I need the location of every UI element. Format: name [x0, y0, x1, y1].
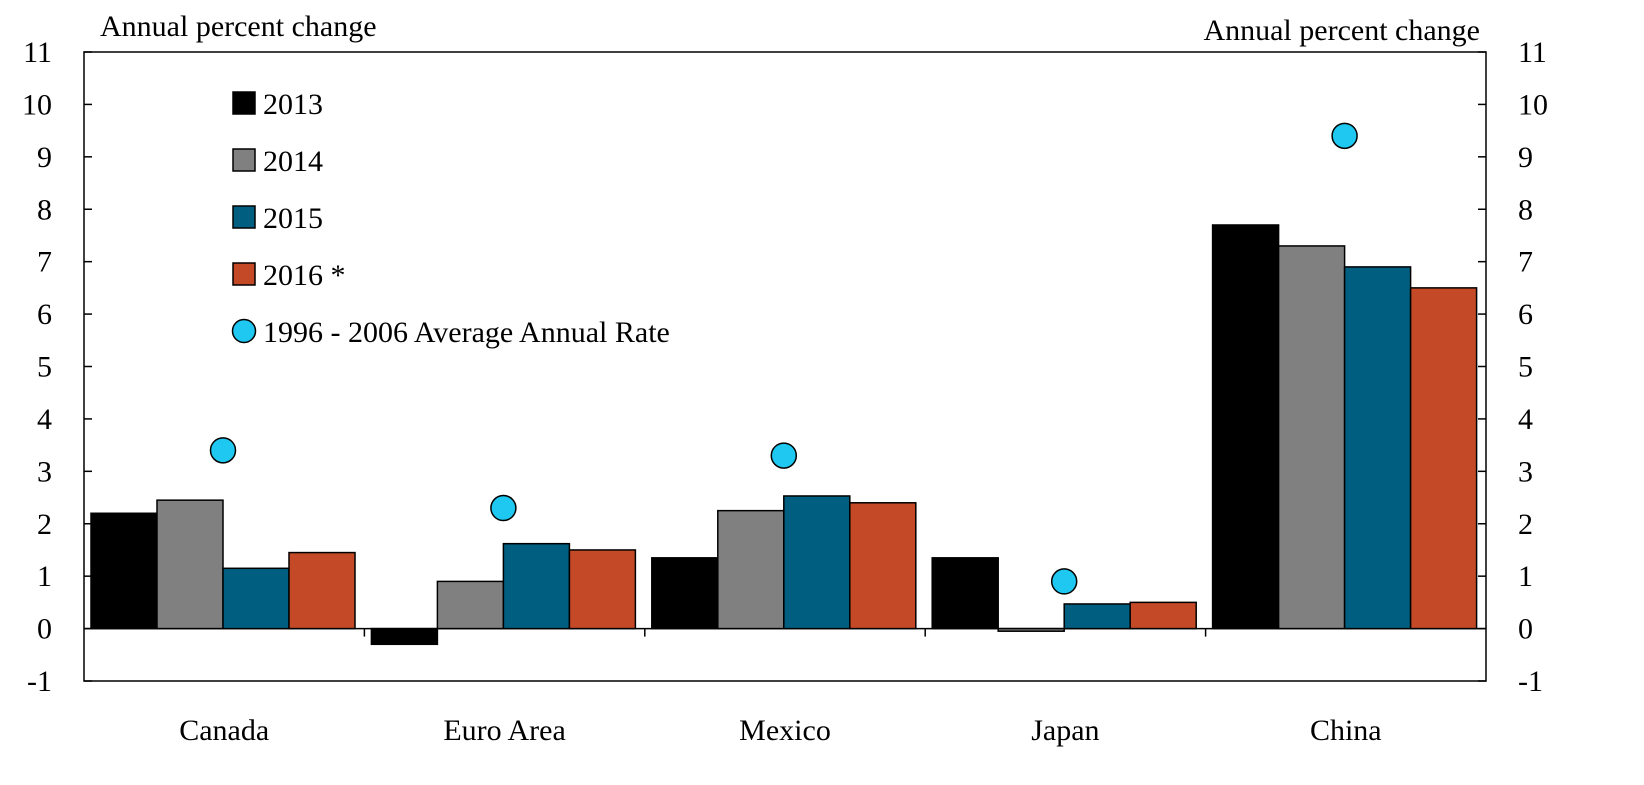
y-tick-label-right: 2	[1518, 508, 1533, 541]
y-tick-label-left: -1	[27, 665, 52, 698]
y-tick-label-left: 6	[37, 298, 52, 331]
y-tick-label-right: 5	[1518, 351, 1533, 384]
bar	[1343, 266, 1412, 630]
legend-swatch	[232, 262, 256, 286]
average-rate-marker	[770, 442, 798, 469]
bar	[849, 502, 917, 630]
legend-label: 2016 *	[263, 259, 346, 292]
bar	[783, 495, 851, 630]
y-tick-label-left: 1	[37, 560, 52, 593]
x-category-label: China	[1310, 714, 1382, 747]
bar	[1063, 603, 1131, 630]
y-tick-label-left: 10	[22, 88, 52, 121]
bar	[717, 509, 785, 630]
legend-swatch	[232, 148, 256, 172]
y-tick-label-left: 5	[37, 351, 52, 384]
bar	[651, 557, 719, 630]
average-rate-marker	[1331, 122, 1358, 150]
legend-label: 2013	[263, 88, 323, 121]
y-tick-label-right: 6	[1518, 298, 1533, 331]
bar	[568, 549, 637, 630]
x-category-label: Japan	[1031, 714, 1099, 747]
bar	[90, 512, 158, 630]
average-rate-marker	[490, 494, 517, 522]
y-tick-label-right: 10	[1518, 88, 1548, 121]
y-tick-label-left: 0	[37, 613, 52, 646]
legend-marker-swatch	[231, 318, 257, 344]
bar	[370, 627, 439, 646]
y-tick-label-right: 8	[1518, 193, 1533, 226]
bar	[997, 627, 1065, 632]
bars	[90, 224, 1478, 646]
legend-label: 1996 - 2006 Average Annual Rate	[263, 316, 670, 349]
average-markers	[209, 122, 1358, 595]
y-tick-label-left: 4	[37, 403, 52, 436]
y-tick-label-right: 7	[1518, 246, 1533, 279]
x-category-label: Mexico	[739, 714, 831, 747]
y-tick-label-right: 9	[1518, 141, 1533, 174]
bar	[436, 580, 505, 630]
legend-swatch	[232, 91, 256, 115]
legend-swatch	[232, 205, 256, 229]
legend: 2013 2014 2015 2016 * 1996 - 2006 Average An…	[231, 88, 670, 349]
y-tick-label-right: 4	[1518, 403, 1533, 436]
bar	[931, 557, 999, 630]
y-tick-label-right: 11	[1518, 36, 1547, 69]
y-tick-label-right: 1	[1518, 560, 1533, 593]
bar	[222, 567, 290, 630]
y-tick-label-left: 9	[37, 141, 52, 174]
y-axis-title-right: Annual percent change	[1203, 14, 1480, 47]
x-category-label: Canada	[179, 714, 269, 747]
y-tick-label-left: 2	[37, 508, 52, 541]
legend-label: 2015	[263, 202, 323, 235]
average-rate-marker	[209, 437, 237, 464]
y-axis-title-left: Annual percent change	[100, 10, 377, 43]
bar	[1277, 245, 1346, 630]
bar	[288, 551, 356, 630]
y-tick-label-left: 11	[23, 36, 52, 69]
y-tick-label-left: 8	[37, 193, 52, 226]
average-rate-marker	[1050, 568, 1078, 595]
bar	[502, 542, 571, 630]
y-tick-label-right: 3	[1518, 455, 1533, 488]
y-tick-label-left: 7	[37, 246, 52, 279]
bar	[1129, 601, 1197, 630]
x-category-label: Euro Area	[443, 714, 565, 747]
bar	[1409, 287, 1478, 630]
y-tick-label-right: -1	[1518, 665, 1543, 698]
y-tick-label-left: 3	[37, 455, 52, 488]
bar	[156, 499, 224, 630]
y-tick-label-right: 0	[1518, 613, 1533, 646]
legend-label: 2014	[263, 145, 323, 178]
bar	[1211, 224, 1280, 630]
